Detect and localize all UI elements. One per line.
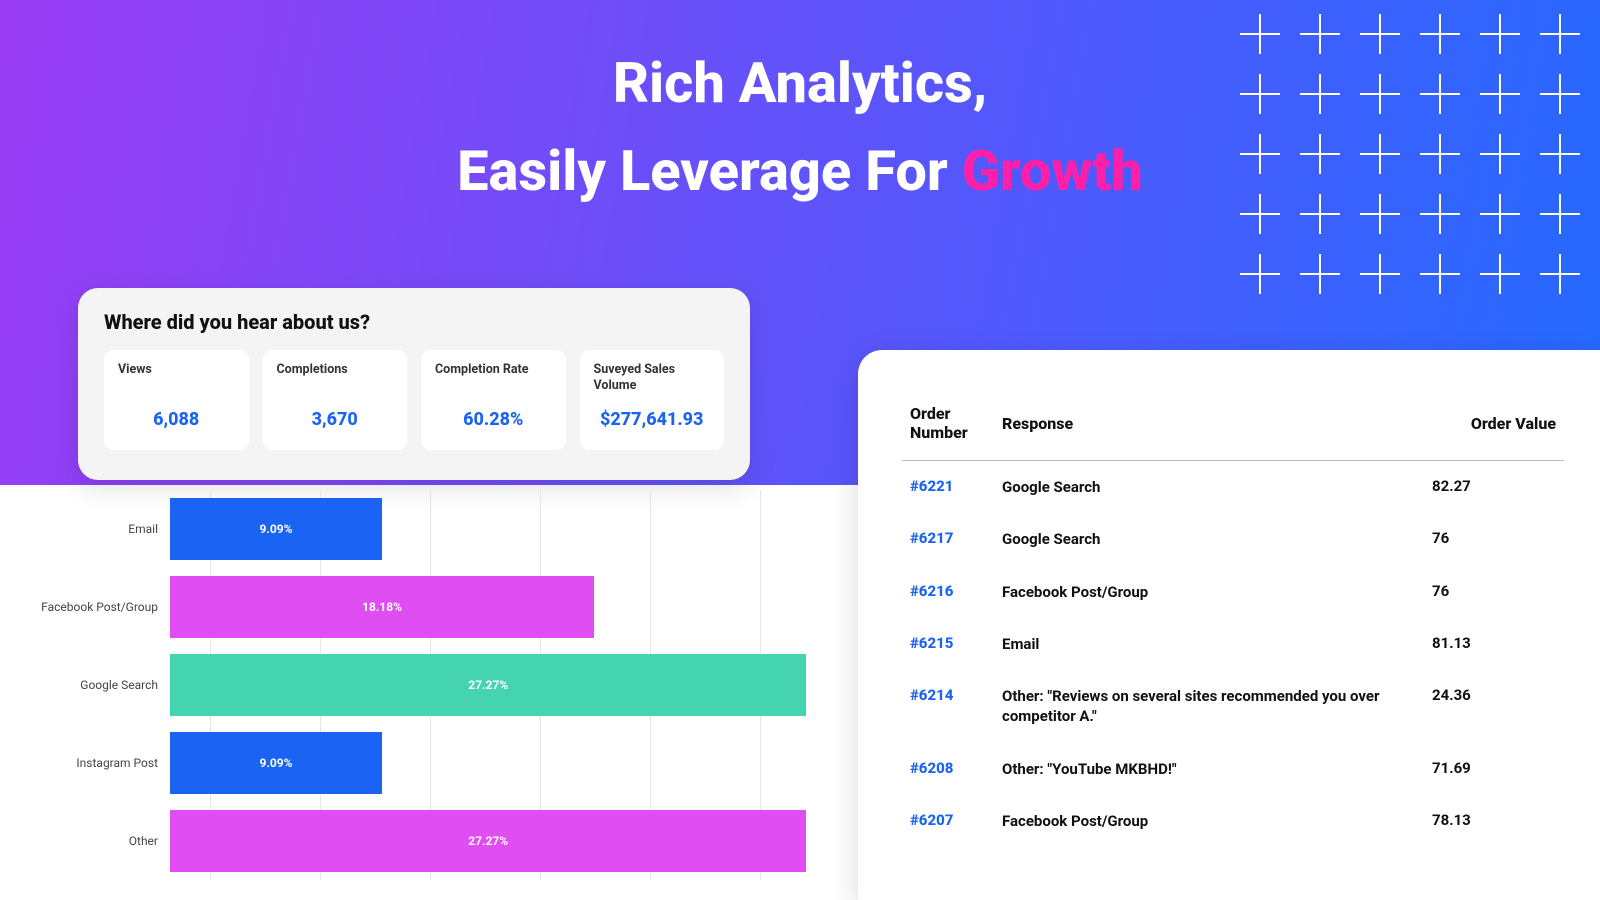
stat-value: 60.28%: [435, 409, 552, 436]
order-link[interactable]: #6221: [910, 477, 953, 495]
chart-bar-label: Facebook Post/Group: [40, 600, 170, 614]
chart-bar-track: 18.18%: [170, 568, 870, 646]
response-cell: Google Search: [994, 513, 1424, 565]
order-link[interactable]: #6208: [910, 759, 953, 777]
chart-bar-label: Instagram Post: [40, 756, 170, 770]
chart-row: Other27.27%: [40, 802, 870, 880]
stat-box: Suveyed Sales Volume $277,641.93: [580, 350, 725, 450]
chart-bar: 18.18%: [170, 576, 594, 638]
stat-box: Completion Rate 60.28%: [421, 350, 566, 450]
chart-bar-label: Other: [40, 834, 170, 848]
response-cell: Google Search: [994, 461, 1424, 514]
stats-card-title: Where did you hear about us?: [104, 310, 724, 334]
order-value-cell: 76: [1424, 566, 1564, 618]
chart-bar-track: 9.09%: [170, 490, 870, 568]
source-bar-chart: Email9.09%Facebook Post/Group18.18%Googl…: [40, 490, 870, 880]
responses-card: Order Number Response Order Value #6221 G…: [858, 350, 1600, 900]
stat-label: Suveyed Sales Volume: [594, 362, 711, 393]
stat-box: Completions 3,670: [263, 350, 408, 450]
order-value-cell: 76: [1424, 513, 1564, 565]
order-value-cell: 78.13: [1424, 795, 1564, 847]
order-value-cell: 24.36: [1424, 670, 1564, 743]
chart-bar-track: 9.09%: [170, 724, 870, 802]
stat-label: Completions: [277, 362, 394, 378]
order-value-cell: 82.27: [1424, 461, 1564, 514]
order-link[interactable]: #6215: [910, 634, 953, 652]
chart-bar: 9.09%: [170, 732, 382, 794]
order-value-cell: 71.69: [1424, 743, 1564, 795]
order-link[interactable]: #6214: [910, 686, 953, 704]
headline-line-2: Easily Leverage For Growth: [0, 136, 1600, 206]
response-cell: Facebook Post/Group: [994, 795, 1424, 847]
stat-label: Completion Rate: [435, 362, 552, 378]
table-row: #6217 Google Search76: [902, 513, 1564, 565]
stat-value: 3,670: [277, 409, 394, 436]
stat-value: $277,641.93: [594, 409, 711, 436]
table-row: #6216 Facebook Post/Group76: [902, 566, 1564, 618]
response-cell: Email: [994, 618, 1424, 670]
headline-accent: Growth: [962, 138, 1143, 204]
order-link[interactable]: #6207: [910, 811, 953, 829]
responses-table: Order Number Response Order Value #6221 G…: [902, 394, 1564, 847]
headline-line-1: Rich Analytics,: [0, 48, 1600, 118]
chart-bar-track: 27.27%: [170, 802, 870, 880]
table-row: #6221 Google Search82.27: [902, 461, 1564, 514]
chart-bar: 27.27%: [170, 654, 806, 716]
chart-bar: 27.27%: [170, 810, 806, 872]
stat-label: Views: [118, 362, 235, 378]
col-order-value: Order Value: [1424, 394, 1564, 461]
chart-bar: 9.09%: [170, 498, 382, 560]
order-link[interactable]: #6217: [910, 529, 953, 547]
response-cell: Other: "YouTube MKBHD!": [994, 743, 1424, 795]
table-row: #6215 Email81.13: [902, 618, 1564, 670]
chart-bar-label: Google Search: [40, 678, 170, 692]
table-row: #6214 Other: "Reviews on several sites re…: [902, 670, 1564, 743]
order-link[interactable]: #6216: [910, 582, 953, 600]
headline: Rich Analytics, Easily Leverage For Grow…: [0, 48, 1600, 206]
chart-row: Google Search27.27%: [40, 646, 870, 724]
table-row: #6208 Other: "YouTube MKBHD!"71.69: [902, 743, 1564, 795]
chart-row: Instagram Post9.09%: [40, 724, 870, 802]
stat-box: Views 6,088: [104, 350, 249, 450]
table-row: #6207 Facebook Post/Group78.13: [902, 795, 1564, 847]
chart-bar-label: Email: [40, 522, 170, 536]
stat-value: 6,088: [118, 409, 235, 436]
chart-row: Facebook Post/Group18.18%: [40, 568, 870, 646]
col-order-number: Order Number: [902, 394, 994, 461]
stats-row: Views 6,088 Completions 3,670 Completion Rat…: [104, 350, 724, 450]
response-cell: Facebook Post/Group: [994, 566, 1424, 618]
stats-card: Where did you hear about us? Views 6,088 C…: [78, 288, 750, 480]
chart-bar-track: 27.27%: [170, 646, 870, 724]
order-value-cell: 81.13: [1424, 618, 1564, 670]
headline-line-2-prefix: Easily Leverage For: [457, 138, 962, 204]
col-response: Response: [994, 394, 1424, 461]
chart-row: Email9.09%: [40, 490, 870, 568]
response-cell: Other: "Reviews on several sites recomme…: [994, 670, 1424, 743]
